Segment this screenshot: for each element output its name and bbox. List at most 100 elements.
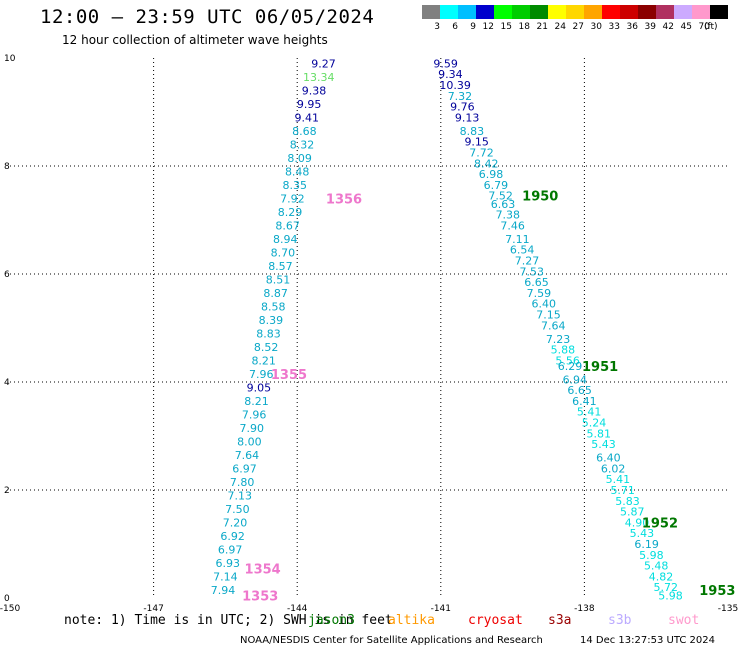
wave-height-label: 7.80 [230, 476, 255, 489]
wave-height-label: 7.64 [235, 449, 260, 462]
satellite-legend-item: swot [668, 613, 700, 628]
color-swatch [494, 5, 512, 19]
color-swatch [476, 5, 494, 19]
y-tick-label: 10 [4, 54, 16, 64]
wave-height-label: 4.90 [625, 516, 650, 529]
wave-height-label: 6.54 [510, 244, 535, 257]
wave-height-label: 5.43 [591, 438, 616, 451]
wave-height-label: 7.72 [469, 147, 494, 160]
wave-height-label: 6.02 [601, 462, 626, 475]
color-swatch [512, 5, 530, 19]
chart-subtitle: 12 hour collection of altimeter wave hei… [62, 33, 328, 47]
satellite-legend-item: jason3 [308, 613, 355, 628]
color-swatch-label: 21 [536, 22, 548, 32]
wave-height-label: 8.35 [283, 179, 308, 192]
wave-height-label: 13.34 [303, 71, 335, 84]
x-tick-label: -150 [0, 604, 20, 614]
wave-height-label: 6.40 [531, 298, 556, 311]
wave-height-label: 6.97 [232, 462, 257, 475]
color-swatch [692, 5, 710, 19]
pass-time-label: 1354 [245, 562, 281, 577]
color-swatch-label: 33 [608, 22, 620, 32]
pass-time-label: 1353 [242, 589, 278, 604]
wave-height-label: 6.79 [484, 179, 509, 192]
color-swatch [602, 5, 620, 19]
x-tick-label: -147 [143, 604, 163, 614]
wave-height-label: 6.93 [216, 557, 241, 570]
pass-time-label: 1952 [642, 516, 678, 531]
satellite-legend-item: s3a [548, 613, 572, 628]
wave-height-label: 7.13 [228, 489, 253, 502]
color-swatch-label: 3 [434, 22, 440, 32]
pass-time-label: 1950 [522, 190, 558, 205]
wave-height-label: 8.09 [287, 152, 312, 165]
wave-height-label: 9.34 [438, 68, 463, 81]
wave-height-label: 7.92 [280, 192, 305, 205]
y-tick-label: 0 [4, 594, 10, 604]
color-swatch [566, 5, 584, 19]
color-swatch [530, 5, 548, 19]
wave-height-label: 7.64 [541, 319, 566, 332]
y-tick-label: 6 [4, 270, 10, 280]
color-swatch [656, 5, 674, 19]
wave-height-label: 8.57 [268, 260, 293, 273]
color-legend-unit: (ft) [704, 22, 718, 32]
wave-height-label: 8.21 [251, 354, 276, 367]
color-swatch-label: 39 [644, 22, 656, 32]
x-tick-label: -138 [574, 604, 595, 614]
wave-height-label: 8.68 [292, 125, 317, 138]
wave-height-label: 8.42 [474, 157, 499, 170]
color-swatch [638, 5, 656, 19]
wave-height-label: 8.94 [273, 233, 298, 246]
wave-height-label: 6.97 [218, 543, 243, 556]
color-swatch-label: 9 [470, 22, 476, 32]
wave-height-label: 8.51 [266, 273, 291, 286]
wave-height-label: 5.56 [555, 354, 580, 367]
wave-height-label: 6.92 [220, 530, 245, 543]
wave-height-label: 6.29 [558, 360, 583, 373]
wave-height-label: 5.98 [658, 589, 683, 602]
wave-height-label: 7.50 [225, 503, 250, 516]
wave-height-label: 6.65 [524, 276, 549, 289]
pass-time-label: 1951 [582, 360, 618, 375]
wave-height-label: 8.52 [254, 341, 279, 354]
wave-height-label: 8.83 [256, 327, 281, 340]
wave-height-label: 9.76 [450, 101, 475, 114]
footer-note: note: 1) Time is in UTC; 2) SWH is in fe… [64, 613, 393, 628]
color-swatch-label: 6 [452, 22, 458, 32]
wave-height-label: 7.23 [546, 333, 571, 346]
wave-height-label: 9.95 [297, 98, 322, 111]
color-swatch [620, 5, 638, 19]
color-swatch [710, 5, 728, 19]
color-swatch-label: 36 [626, 22, 638, 32]
wave-height-label: 7.96 [249, 368, 274, 381]
wave-height-label: 5.72 [654, 581, 679, 594]
wave-height-label: 7.46 [500, 219, 525, 232]
color-swatch-label: 24 [554, 22, 566, 32]
wave-height-label: 8.48 [285, 165, 310, 178]
wave-height-label: 6.40 [596, 452, 621, 465]
satellite-legend-item: altika [388, 613, 435, 628]
wave-height-label: 8.00 [237, 435, 262, 448]
wave-height-label: 8.39 [259, 314, 284, 327]
wave-height-label: 8.58 [261, 300, 286, 313]
color-swatch-label: 45 [680, 22, 692, 32]
x-tick-label: -135 [718, 604, 738, 614]
wave-height-label: 6.63 [491, 198, 516, 211]
wave-height-label: 7.94 [211, 584, 236, 597]
wave-height-label: 8.29 [278, 206, 303, 219]
color-swatch-label: 27 [572, 22, 584, 32]
x-tick-label: -141 [431, 604, 451, 614]
wave-height-label: 6.19 [634, 538, 659, 551]
wave-height-label: 8.32 [290, 138, 315, 151]
wave-height-label: 8.70 [271, 246, 296, 259]
color-swatch-label: 12 [482, 22, 494, 32]
color-swatch-label: 30 [590, 22, 602, 32]
color-swatch [584, 5, 602, 19]
pass-time-label: 1355 [271, 368, 307, 383]
wave-height-label: 5.48 [644, 560, 669, 573]
chart-title: 12:00 – 23:59 UTC 06/05/2024 [40, 6, 375, 28]
wave-height-label: 8.83 [460, 125, 485, 138]
x-tick-label: -144 [287, 604, 308, 614]
color-swatch [422, 5, 440, 19]
